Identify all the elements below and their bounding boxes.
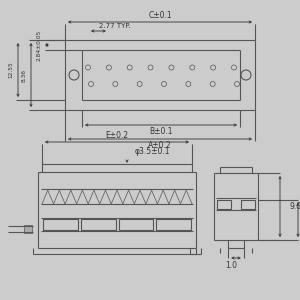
Text: C±0.1: C±0.1 (148, 11, 172, 20)
Text: 2.77 TYP.: 2.77 TYP. (99, 23, 130, 29)
Text: E±0.2: E±0.2 (105, 130, 129, 140)
Bar (217, 200, 231, 209)
Bar (43, 219, 78, 230)
Bar (81, 219, 116, 230)
Text: 8.36: 8.36 (22, 68, 26, 82)
Text: 2.84±0.05: 2.84±0.05 (37, 29, 41, 61)
Bar (118, 219, 153, 230)
Text: B±0.1: B±0.1 (149, 128, 173, 136)
Bar (24, 225, 32, 233)
Text: 9.0: 9.0 (290, 202, 300, 211)
Text: 12.55: 12.55 (8, 61, 14, 78)
Text: φ3.5±0.1: φ3.5±0.1 (134, 148, 170, 157)
Bar (241, 200, 255, 209)
Text: 1.0: 1.0 (225, 262, 237, 271)
Bar (156, 219, 191, 230)
Text: A±0.2: A±0.2 (148, 142, 172, 151)
